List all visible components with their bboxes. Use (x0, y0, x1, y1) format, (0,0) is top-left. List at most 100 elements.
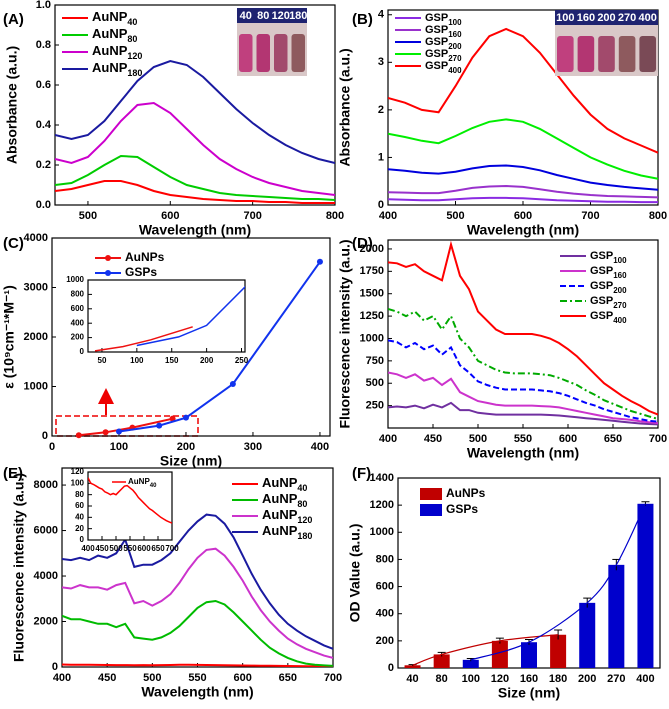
legend-sub: 160 (448, 30, 462, 39)
x-tick-label: 600 (233, 672, 251, 684)
legend-sub: 120 (297, 515, 312, 525)
legend-swatch (420, 488, 442, 500)
x-tick-label: 600 (137, 544, 151, 553)
series-line (55, 101, 335, 196)
y-tick-label: 1000 (24, 380, 48, 392)
x-tick-label: 50 (98, 356, 107, 365)
x-tick-label: 160 (520, 673, 538, 685)
photo-label: 400 (639, 12, 657, 24)
legend-label: GSP160 (590, 265, 627, 280)
point (102, 429, 109, 436)
legend-name: GSPs (125, 265, 157, 279)
x-axis-label: Wavelength (nm) (139, 222, 251, 238)
legend-sub: 80 (297, 499, 307, 509)
x-tick-label: 100 (110, 441, 128, 453)
y-tick-label: 1200 (370, 499, 394, 511)
series-line (388, 184, 658, 199)
photo-label: 40 (240, 10, 252, 22)
y-tick-label: 0.4 (36, 119, 52, 131)
y-tick-label: 1000 (66, 275, 84, 284)
vial (291, 34, 305, 72)
legend-name: GSP (590, 310, 613, 322)
bar (579, 602, 596, 668)
y-tick-label: 1000 (370, 526, 394, 538)
panel-label: (C) (3, 235, 24, 252)
x-tick-label: 550 (123, 544, 137, 553)
y-tick-label: 1500 (360, 288, 384, 300)
y-axis-label: Fluorescence intensity (a.u.) (11, 473, 27, 662)
vial (274, 34, 288, 72)
x-tick-label: 500 (469, 433, 487, 445)
vial (618, 36, 636, 72)
y-tick-label: 0.2 (36, 159, 51, 171)
legend-label: AuNPs (125, 250, 165, 264)
legend-label: AuNP120 (262, 507, 312, 525)
series-line (55, 180, 335, 204)
legend-sub: 200 (448, 42, 462, 51)
y-tick-label: 1750 (360, 265, 384, 277)
photo-label: 100 (556, 12, 574, 24)
legend-label: GSP270 (425, 48, 462, 63)
legend-name: AuNPs (125, 250, 165, 264)
y-tick-label: 600 (376, 580, 394, 592)
legend-sub: 270 (613, 301, 627, 310)
series-line (388, 371, 658, 425)
y-tick-label: 8000 (34, 479, 58, 491)
y-axis-label: OD Value (a.u.) (347, 524, 363, 623)
x-tick-label: 270 (607, 673, 625, 685)
x-tick-label: 600 (161, 210, 179, 222)
legend-name: AuNP (92, 43, 128, 58)
y-tick-label: 0 (80, 535, 85, 544)
x-tick-label: 400 (81, 544, 95, 553)
y-tick-label: 20 (75, 524, 84, 533)
point (156, 422, 163, 429)
series-line (388, 118, 658, 180)
x-tick-label: 650 (151, 544, 165, 553)
point (75, 432, 82, 439)
y-tick-label: 2000 (360, 243, 384, 255)
x-tick-label: 40 (406, 673, 418, 685)
legend-sub: 200 (613, 286, 627, 295)
legend-label: GSP200 (425, 36, 462, 51)
legend-name: GSP (425, 24, 448, 36)
x-tick-label: 400 (311, 441, 329, 453)
legend-sub: 160 (613, 271, 627, 280)
inset-bg (88, 280, 245, 352)
legend-name: AuNP (262, 491, 298, 506)
legend-sub: 40 (127, 17, 137, 27)
legend-sub: 180 (297, 531, 312, 541)
legend-label: GSP100 (590, 250, 627, 265)
x-tick-label: 450 (424, 433, 442, 445)
legend-sub: 100 (613, 256, 627, 265)
x-tick-label: 600 (514, 210, 532, 222)
x-tick-label: 200 (177, 441, 195, 453)
x-tick-label: 550 (188, 672, 206, 684)
photo-label: 80 (257, 10, 269, 22)
legend-name: GSP (590, 250, 613, 262)
legend-name: GSP (425, 60, 448, 72)
y-tick-label: 200 (376, 635, 394, 647)
bar (637, 503, 654, 668)
legend-label: AuNP40 (262, 475, 307, 493)
photo-label: 120 (272, 10, 290, 22)
y-tick-label: 4000 (24, 232, 48, 244)
plot-frame (54, 4, 336, 206)
x-tick-label: 0 (49, 441, 55, 453)
y-tick-label: 3000 (24, 281, 48, 293)
y-tick-label: 4 (378, 9, 385, 21)
point (316, 258, 323, 265)
bar (404, 665, 421, 668)
x-tick-label: 400 (379, 210, 397, 222)
x-tick-label: 100 (130, 356, 144, 365)
y-tick-label: 2 (378, 104, 384, 116)
x-tick-label: 700 (243, 210, 261, 222)
series-line (88, 477, 172, 524)
y-tick-label: 0.6 (36, 79, 51, 91)
legend-label: GSP270 (590, 295, 627, 310)
y-tick-label: 0.0 (36, 199, 51, 211)
y-tick-label: 100 (71, 478, 85, 487)
legend-name: AuNP (92, 9, 128, 24)
y-tick-label: 1400 (370, 472, 394, 484)
x-tick-label: 400 (379, 433, 397, 445)
legend-sub: 80 (127, 34, 137, 44)
